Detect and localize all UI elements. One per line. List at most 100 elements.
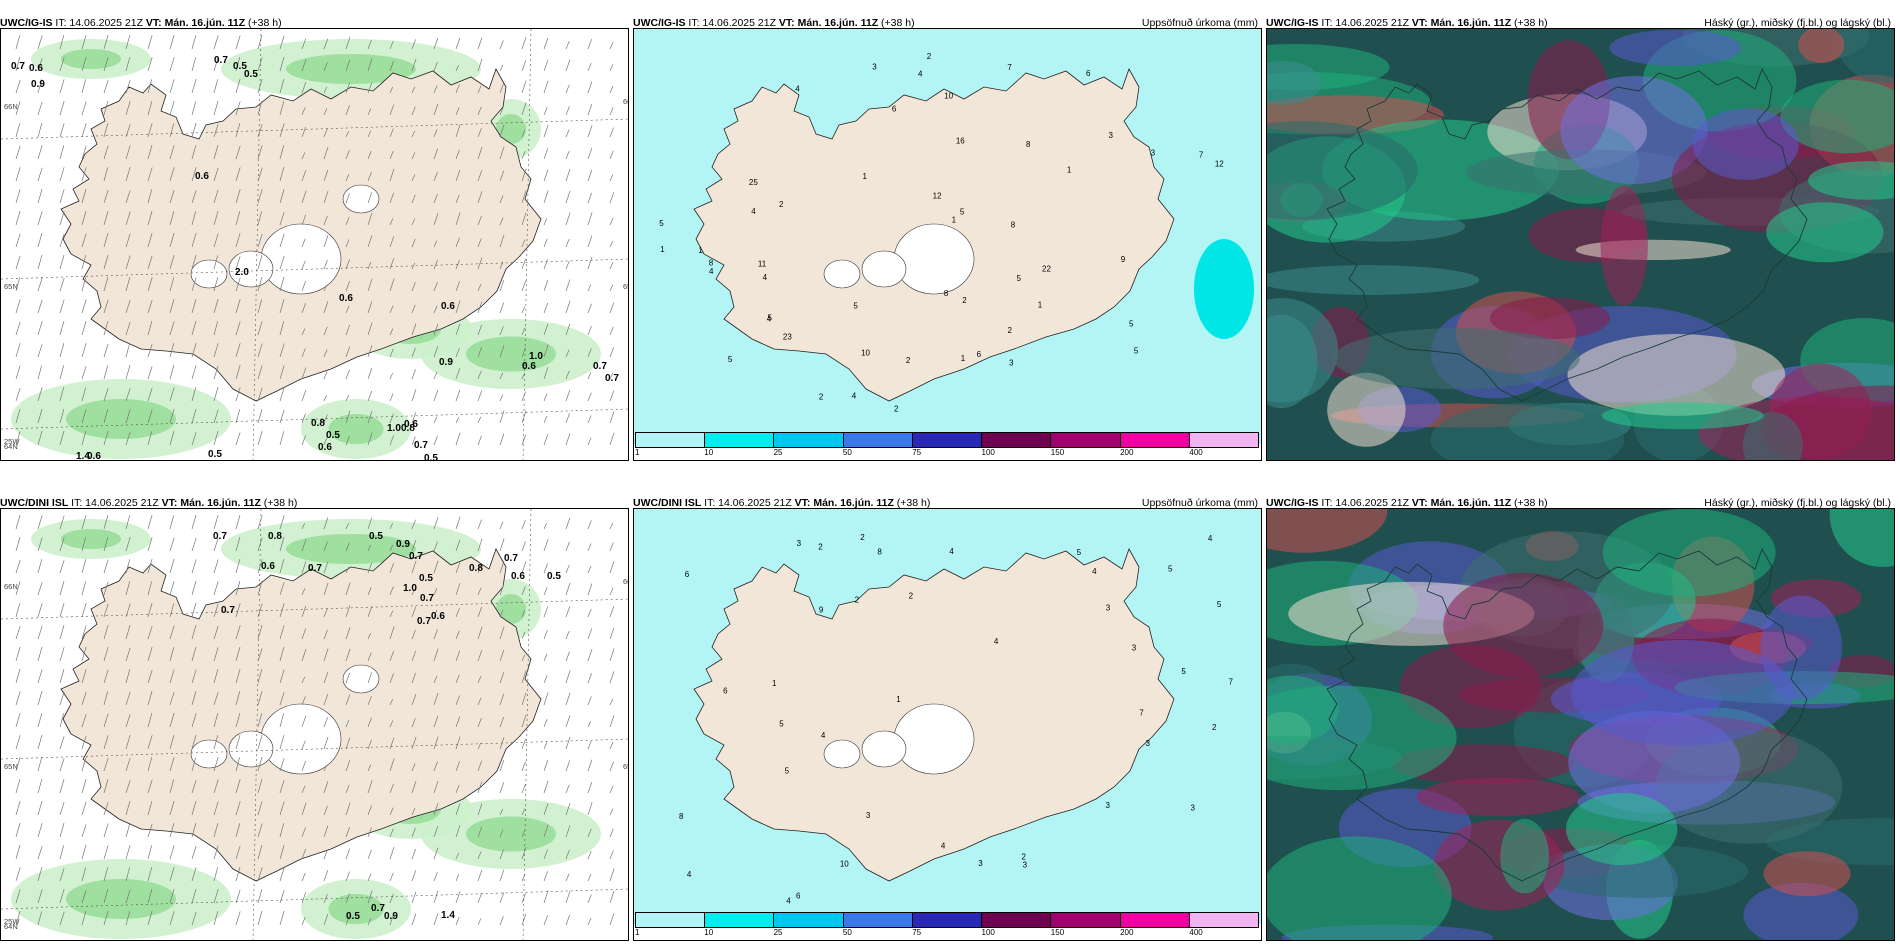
precip-value-label: 3	[1109, 131, 1114, 140]
map-canvas: 3567443245542345685332123423567891023413…	[634, 509, 1261, 940]
legend-swatch	[774, 913, 844, 927]
legend-tick: 50	[842, 448, 852, 457]
precip-value-label: 1.0	[387, 423, 401, 434]
precip-value-label: 4	[941, 841, 946, 850]
precip-value-label: 10	[840, 860, 849, 869]
precip-value-label: 4	[687, 870, 692, 879]
legend-swatch	[843, 433, 913, 447]
legend-tick: 200	[1120, 448, 1134, 457]
precip-value-label: 8	[944, 289, 949, 298]
valid-time: Mán. 16.jún. 11Z	[164, 17, 246, 29]
lead-time: (+38 h)	[1514, 497, 1548, 509]
precip-value-label: 7	[1199, 150, 1204, 159]
precip-value-label: 3	[1106, 603, 1111, 612]
precip-value-label: 0.5	[244, 69, 258, 80]
precip-value-label: 1	[961, 354, 966, 363]
precip-value-label: 5	[785, 767, 790, 776]
map-frame: 0.7 0.8 0.6 0.7 0.5 0.9 0.7 0.5 1.0 0.7 0.8 0.7 0.6 0…	[0, 508, 629, 941]
panel-title: UWC/IG-IS IT: 14.06.2025 21Z VT: Mán. 16…	[633, 14, 1262, 32]
precip-value-label: 4	[767, 315, 772, 324]
map-panel: UWC/IG-IS IT: 14.06.2025 21Z VT: Mán. 16…	[633, 14, 1262, 464]
precip-value-label: 1	[660, 245, 665, 254]
precip-value-label: 6	[892, 104, 897, 113]
precip-value-label: 23	[783, 333, 792, 342]
precip-value-label: 1.4	[441, 910, 455, 921]
init-time: IT: 14.06.2025 21Z	[704, 497, 792, 509]
valid-time-label: VT:	[1411, 497, 1428, 509]
precip-legend	[635, 912, 1259, 928]
init-time: IT: 14.06.2025 21Z	[1321, 17, 1409, 29]
legend-tick: 150	[1050, 928, 1065, 937]
legend-ticks: 1 10 25 50 75 100 150 200 400	[635, 928, 1259, 940]
graticule-label: 65N	[4, 762, 18, 771]
precip-value-label: 5	[659, 219, 664, 228]
precip-value-label: 4	[994, 637, 999, 646]
valid-time: Mán. 16.jún. 11Z	[1430, 17, 1512, 29]
legend-tick: 10	[704, 448, 714, 457]
graticule-label: 66N	[623, 97, 629, 106]
init-time: IT: 14.06.2025 21Z	[71, 497, 159, 509]
precip-value-label: 11	[758, 260, 767, 269]
precip-value-label: 0.6	[511, 571, 525, 582]
precip-value-label: 5	[1217, 600, 1222, 609]
map-frame	[1266, 28, 1895, 461]
field-description: Háský (gr.), miðský (fj.bl.) og lágský (…	[1704, 17, 1891, 29]
legend-swatch	[1120, 913, 1190, 927]
precip-value-label: 4	[918, 70, 923, 79]
legend-swatch	[636, 433, 706, 447]
map-canvas: 0.7 0.60.90.70.50.50.62.00.60.91.00.70.70…	[1, 29, 629, 461]
map-panel: UWC/DINI ISL IT: 14.06.2025 21Z VT: Mán.…	[633, 494, 1262, 944]
precip-value-label: 4	[795, 84, 800, 93]
precip-value-label: 3	[1023, 860, 1028, 869]
precip-value-label: 5	[728, 355, 733, 364]
precip-value-label: 2	[1212, 723, 1217, 732]
map-canvas: 0.7 0.80.6 0.70.50.90.70.51.00.70.80.70.6 0…	[1, 509, 628, 940]
precip-value-label: 2	[1022, 852, 1027, 861]
model-name: UWC/DINI ISL	[0, 497, 69, 509]
legend-swatch	[1189, 913, 1258, 927]
precip-value-label: 4	[709, 267, 714, 276]
precip-value-label: 2	[962, 296, 967, 305]
precip-value-label: 9	[1121, 255, 1126, 264]
precip-value-label: 6	[723, 687, 728, 696]
valid-time: Mán. 16.jún. 11Z	[180, 497, 261, 509]
precip-value-label: 0.7	[213, 531, 227, 542]
precip-value-label: 0.8	[469, 563, 483, 574]
precip-value-label: 0.6	[522, 361, 536, 372]
lead-time: (+38 h)	[896, 497, 931, 509]
legend-ticks: 1 10 25 50 75 100 150 200 400	[635, 448, 1259, 460]
precip-value-label: 3	[866, 811, 871, 820]
lead-time: (+38 h)	[881, 17, 915, 29]
model-name: UWC/IG-IS	[633, 17, 686, 29]
precip-value-label: 0.6	[441, 301, 455, 312]
precip-value-label: 2	[779, 200, 784, 209]
precip-value-label: 0.8	[401, 423, 415, 434]
precip-value-label: 8	[679, 812, 684, 821]
valid-time-label: VT:	[161, 497, 178, 509]
precip-value-label: 5	[1134, 346, 1139, 355]
map-frame: 5 6 4 3 2 2 4 5 3 1 1 2 1 1 2 3 5 5 4 4 3 4 6 5 12 10 8 7 16 22 25 23 6 8…	[633, 28, 1262, 461]
legend-tick: 25	[773, 928, 783, 937]
graticule-label: 66N	[4, 102, 18, 111]
legend-swatch	[705, 433, 775, 447]
precip-value-label: 10	[944, 91, 953, 100]
precip-value-label: 4	[763, 273, 768, 282]
precip-value-label: 1	[1067, 165, 1072, 174]
precip-value-label: 1.4	[76, 451, 90, 461]
legend-swatch	[1051, 433, 1121, 447]
precip-value-label: 5	[1168, 565, 1173, 574]
legend-swatch	[636, 913, 706, 927]
map-canvas: 5643224531121123554434651210871622252368…	[634, 29, 1261, 460]
panel-title: UWC/IG-IS IT: 14.06.2025 21Z VT: Mán. 16…	[1266, 494, 1895, 512]
precip-value-label: 3	[1151, 148, 1156, 157]
precip-value-label: 0.6	[318, 442, 332, 453]
precip-value-label: 5	[1017, 274, 1022, 283]
panel-title: UWC/IG-IS IT: 14.06.2025 21Z VT: Mán. 16…	[1266, 14, 1895, 32]
field-description: Uppsöfnuð úrkoma (mm)	[1141, 17, 1258, 29]
precip-value-label: 0.9	[31, 79, 45, 90]
precip-value-label: 0.5	[369, 531, 383, 542]
map-frame: 3 5 6 7 4 4 3 2 4 5 5 4 2 3 4 5 6 8 5 3 3 2 1 2 3 4 2 3 5 6 7 8 9 10 2 3 4 1 3…	[633, 508, 1262, 941]
precip-value-label: 2	[927, 52, 932, 61]
precip-value-label: 6	[685, 570, 690, 579]
precip-value-label: 0.7	[221, 605, 235, 616]
